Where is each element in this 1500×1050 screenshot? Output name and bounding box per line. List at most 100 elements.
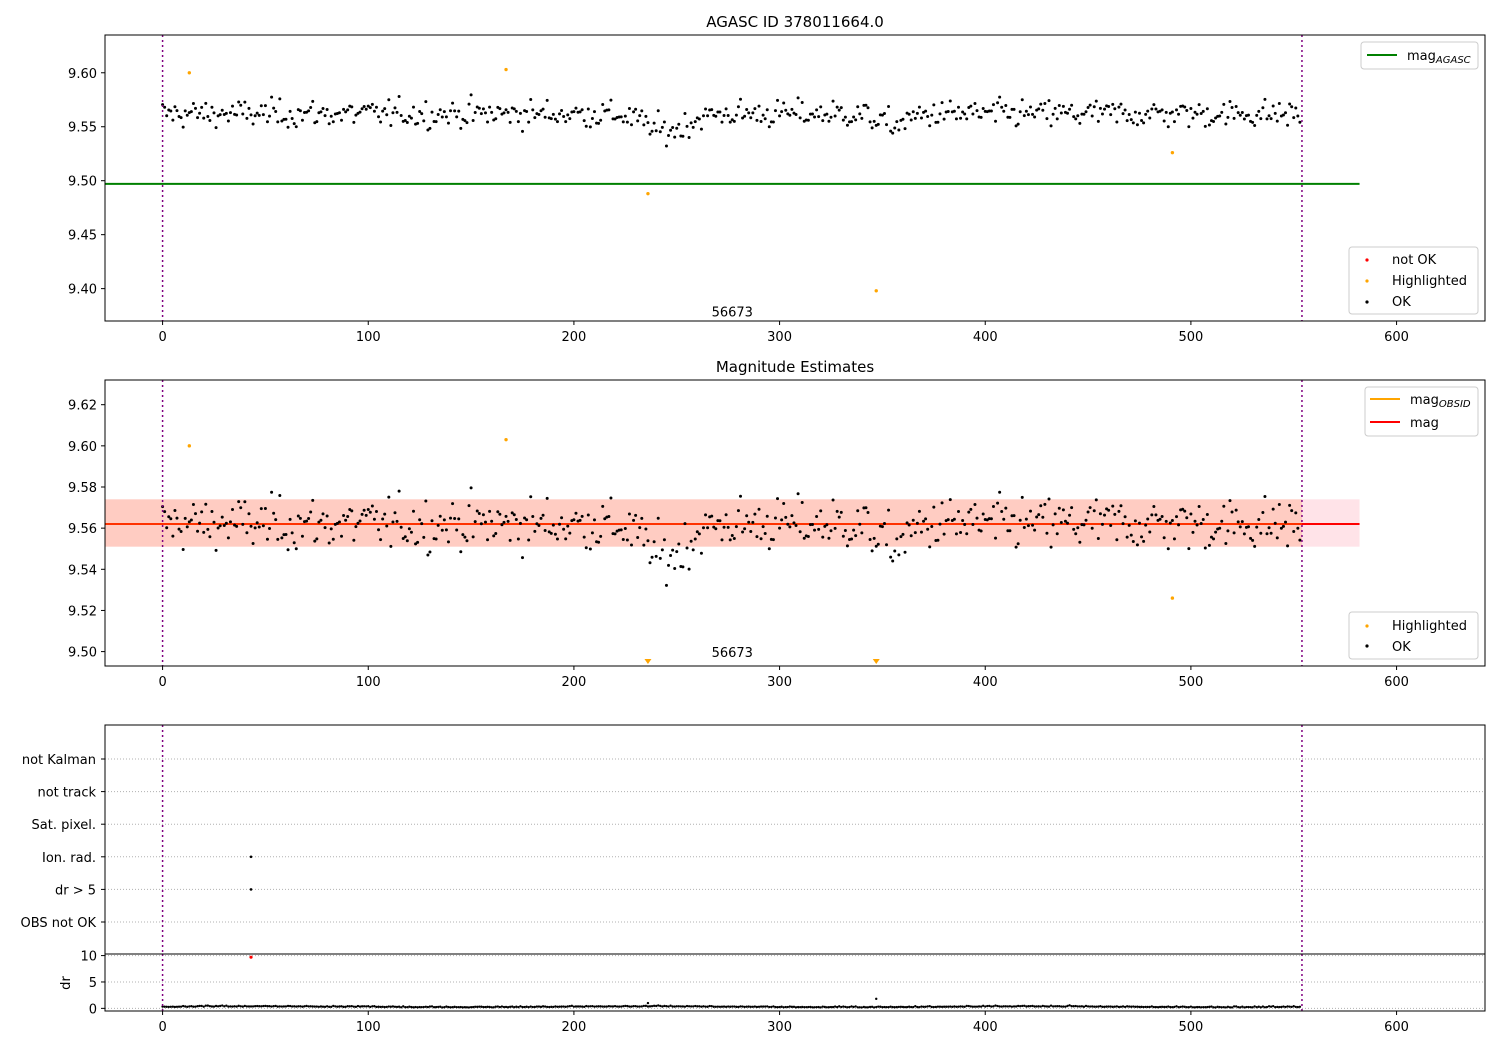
ok-point — [1294, 511, 1298, 515]
dr-point — [498, 1005, 502, 1009]
ok-point — [473, 520, 477, 524]
ok-point — [467, 504, 471, 508]
dr-point — [1220, 1006, 1223, 1009]
ok-point — [572, 518, 576, 522]
ok-point — [815, 108, 819, 112]
ok-point — [1228, 499, 1232, 503]
ok-point — [566, 524, 570, 528]
ok-point — [930, 113, 934, 117]
ok-point — [249, 524, 253, 528]
ok-point — [191, 102, 195, 106]
dr-point — [443, 1006, 446, 1009]
ok-point — [880, 113, 884, 117]
ok-point — [1251, 120, 1255, 124]
ok-point — [453, 516, 457, 520]
ok-point — [220, 515, 224, 519]
ok-point — [483, 520, 487, 524]
ok-point — [685, 546, 689, 550]
dr-axis-label: dr — [59, 976, 74, 990]
dr-xtick-label: 400 — [973, 1020, 998, 1035]
ok-point — [500, 523, 504, 527]
ok-point — [825, 523, 829, 527]
ok-point — [1045, 117, 1049, 121]
ok-point — [738, 494, 742, 498]
ok-point — [1281, 524, 1285, 528]
dr-point — [920, 1005, 923, 1008]
dr-point — [449, 1006, 452, 1009]
ok-point — [1175, 515, 1179, 519]
ok-point — [800, 501, 804, 505]
highlighted-point — [1170, 150, 1175, 155]
agasc-xtick-label: 100 — [356, 330, 381, 345]
ok-point — [177, 527, 181, 531]
ok-point — [926, 115, 930, 119]
ok-point — [1014, 545, 1018, 549]
ok-point — [241, 522, 245, 526]
ok-point — [603, 517, 607, 521]
ok-point — [218, 524, 222, 528]
highlighted-point — [504, 437, 508, 442]
ok-point — [936, 538, 940, 542]
dr-point — [323, 1005, 327, 1009]
dr-outlier-point — [875, 997, 878, 1001]
ok-point — [340, 534, 344, 538]
ok-point — [724, 513, 728, 517]
dr-point — [225, 1004, 228, 1007]
dr-point — [751, 1005, 755, 1009]
ok-point — [564, 537, 568, 541]
dr-point — [932, 1005, 936, 1009]
mag-obsid-legend-label: magOBSID — [1410, 393, 1471, 410]
dr-point — [1171, 1006, 1174, 1009]
ok-point — [827, 119, 831, 123]
dr-point — [1226, 1005, 1230, 1009]
ok-point — [1063, 519, 1067, 523]
ok-point — [440, 115, 444, 119]
dr-point — [1125, 1005, 1129, 1008]
ok-point — [525, 518, 529, 522]
ok-point — [860, 531, 864, 535]
magnitude-legend-lower: Highlighted OK — [1348, 611, 1479, 660]
ok-point — [1100, 522, 1104, 526]
dr-point — [1261, 1005, 1265, 1008]
dr-xtick-label: 100 — [356, 1020, 381, 1035]
ok-point — [856, 509, 860, 513]
ok-point — [1103, 513, 1107, 517]
dr-point — [535, 1005, 539, 1008]
ok-point — [810, 523, 814, 527]
dr-point — [1195, 1005, 1199, 1009]
dr-point — [1165, 1005, 1168, 1009]
ok-point — [926, 527, 930, 531]
dr-point — [500, 1005, 504, 1008]
ok-point — [907, 523, 911, 527]
dr-point — [1035, 1005, 1038, 1008]
ok-point — [407, 527, 411, 531]
ok-point — [288, 109, 292, 113]
ok-point — [1269, 117, 1273, 121]
ok-point — [736, 105, 740, 109]
ok-point — [1024, 109, 1028, 113]
ok-point — [802, 536, 806, 540]
ok-point — [650, 555, 654, 559]
dr-point — [1239, 1006, 1242, 1009]
dr-point — [1245, 1005, 1248, 1009]
dr-point — [930, 1005, 933, 1009]
ok-point — [451, 101, 455, 105]
ok-point — [864, 103, 868, 107]
ok-point — [751, 520, 755, 524]
ok-point — [887, 508, 891, 512]
agasc-ytick-label: 9.60 — [68, 67, 97, 82]
dr-point — [1175, 1005, 1178, 1008]
ok-point — [381, 109, 385, 113]
ok-point — [1045, 531, 1049, 535]
dr-point — [864, 1006, 868, 1009]
ok-point — [673, 135, 677, 139]
dr-point — [1095, 1005, 1098, 1008]
dr-point — [784, 1005, 787, 1009]
ok-point — [305, 519, 309, 523]
dr-point — [1206, 1005, 1209, 1009]
ok-point — [251, 541, 255, 545]
ok-point — [1267, 114, 1271, 118]
dr-point — [1090, 1005, 1094, 1008]
ok-point — [701, 114, 705, 118]
